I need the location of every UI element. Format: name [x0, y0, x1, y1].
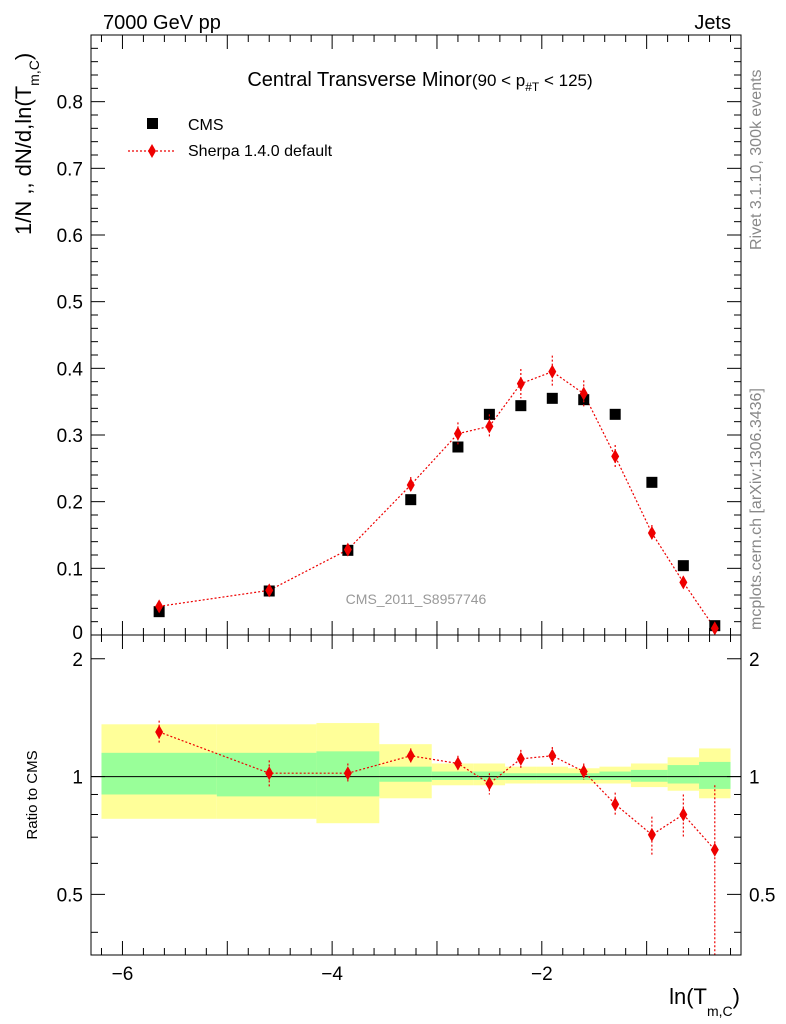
ratio-y-axis-label: Ratio to CMS: [24, 750, 41, 839]
ratio-sherpa-point: [548, 748, 557, 763]
ratio-sherpa-point: [453, 756, 462, 771]
sherpa-data-point: [516, 376, 525, 391]
mcplots-source-label: mcplots.cern.ch [arXiv:1306.3436]: [748, 388, 765, 630]
y-tick-label: 0.5: [57, 293, 83, 314]
y-tick-label: 0.1: [57, 559, 83, 580]
legend-cms-marker: [147, 118, 158, 129]
ratio-y-tick-label: 1: [72, 768, 83, 789]
sherpa-data-point: [611, 449, 620, 464]
sherpa-data-point: [485, 419, 494, 434]
ratio-y-tick-label-right: 1: [749, 768, 760, 789]
ratio-plot-panel: −6 −4 −2 0.5 0.5 1 1 2 2: [57, 634, 775, 985]
cms-data-point: [515, 400, 527, 412]
ratio-sherpa-point: [406, 748, 415, 763]
y-tick-label: 0.7: [57, 159, 83, 180]
cms-data-point: [677, 560, 689, 572]
plot-title: Central Transverse Minor(90 < p#T < 125): [247, 69, 592, 94]
header-energy-label: 7000 GeV pp: [103, 12, 221, 34]
sherpa-data-point: [406, 478, 415, 492]
sherpa-data-point: [155, 599, 164, 614]
y-tick-label: 0.4: [57, 359, 84, 380]
ratio-band-inner: [431, 771, 474, 780]
ratio-sherpa-point: [611, 797, 620, 812]
ratio-sherpa-point: [155, 724, 164, 739]
rivet-version-label: Rivet 3.1.10, 300k events: [748, 69, 765, 250]
ratio-sherpa-point: [343, 766, 352, 781]
sherpa-data-point: [265, 583, 274, 598]
main-plot-panel: 0.1 0.2 0.3 0.4 0.5 0.6 0.7 0.8 0: [57, 34, 742, 644]
sherpa-data-point: [343, 542, 352, 557]
ratio-band-inner: [473, 771, 506, 780]
ratio-y-tick-label-right: 0.5: [749, 885, 775, 906]
legend: CMS Sherpa 1.4.0 default: [128, 117, 333, 160]
y-tick-label: 0.6: [57, 226, 83, 247]
cms-data-point: [452, 441, 464, 453]
y-axis-label: 1/N ,, dN/d,ln(Tm,C): [11, 53, 42, 235]
sherpa-series-line: [159, 370, 716, 629]
cms-data-point: [609, 408, 621, 420]
cms-data-point: [405, 494, 417, 506]
cms-data-point: [646, 476, 658, 488]
sherpa-data-point: [679, 575, 688, 590]
ratio-sherpa-point: [579, 764, 588, 779]
analysis-watermark: CMS_2011_S8957746: [346, 591, 487, 607]
ratio-sherpa-point: [265, 766, 274, 781]
ratio-band-inner: [630, 769, 668, 782]
ratio-y-tick-label: 2: [72, 650, 83, 671]
ratio-y-tick-label: 0.5: [57, 885, 83, 906]
ratio-band-inner: [101, 752, 217, 795]
ratio-sherpa-point: [710, 842, 719, 857]
x-tick-label: −6: [112, 964, 134, 985]
ratio-band-inner: [599, 771, 631, 780]
y-tick-label: 0.2: [57, 493, 83, 514]
header-process-label: Jets: [694, 12, 731, 34]
ratio-sherpa-point: [516, 751, 525, 766]
ratio-sherpa-point: [647, 827, 656, 842]
x-tick-label: −4: [321, 964, 343, 985]
ratio-band-inner: [667, 765, 700, 784]
ratio-y-tick-label-right: 2: [749, 650, 760, 671]
sherpa-data-point: [548, 364, 557, 379]
sherpa-data-point: [579, 386, 588, 401]
ratio-sherpa-point: [679, 807, 688, 822]
cms-data-point: [546, 392, 558, 404]
y-tick-label-zero: 0: [72, 623, 83, 644]
legend-sherpa-marker: [148, 144, 156, 158]
legend-sherpa-label: Sherpa 1.4.0 default: [188, 143, 333, 160]
x-tick-label: −2: [531, 964, 553, 985]
y-tick-label: 0.8: [57, 93, 83, 114]
y-tick-label: 0.3: [57, 426, 83, 447]
sherpa-data-point: [647, 526, 656, 540]
legend-cms-label: CMS: [188, 117, 224, 134]
ratio-band-inner: [379, 766, 432, 782]
x-axis-label: ln(Tm,C): [669, 984, 740, 1019]
sherpa-data-point: [710, 621, 719, 636]
ratio-sherpa-point: [485, 776, 494, 791]
sherpa-data-point: [453, 426, 462, 441]
ratio-band-inner: [699, 761, 731, 789]
